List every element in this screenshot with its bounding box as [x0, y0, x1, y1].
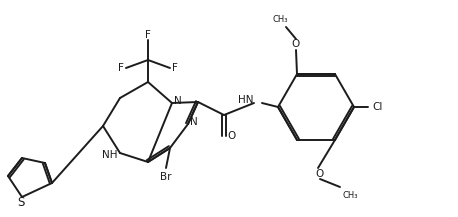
Text: F: F: [145, 30, 151, 40]
Text: Br: Br: [160, 172, 172, 182]
Text: N: N: [190, 117, 198, 127]
Text: CH₃: CH₃: [342, 191, 358, 199]
Text: F: F: [118, 63, 124, 73]
Text: O: O: [316, 169, 324, 179]
Text: S: S: [17, 196, 25, 209]
Text: F: F: [172, 63, 178, 73]
Text: HN: HN: [238, 95, 254, 105]
Text: Cl: Cl: [373, 102, 383, 112]
Text: N: N: [174, 96, 182, 106]
Text: O: O: [292, 39, 300, 49]
Text: NH: NH: [102, 150, 118, 160]
Text: CH₃: CH₃: [272, 15, 288, 25]
Text: O: O: [228, 131, 236, 141]
